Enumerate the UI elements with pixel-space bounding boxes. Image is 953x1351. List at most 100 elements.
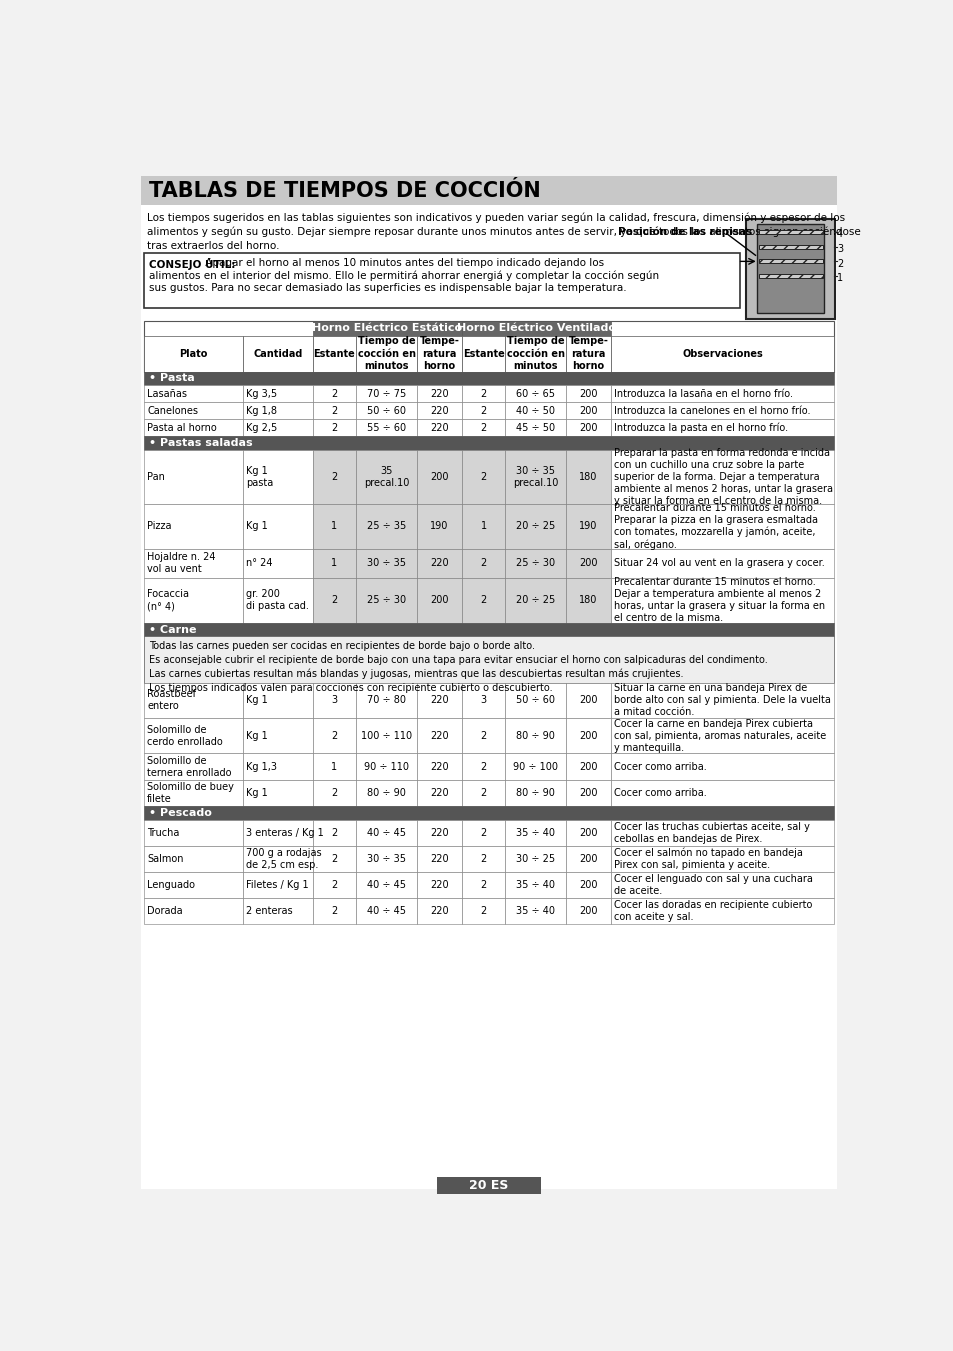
Text: 2: 2	[836, 258, 842, 269]
Bar	[565, 450, 611, 504]
Text: 2: 2	[480, 854, 486, 865]
Text: 35 ÷ 40: 35 ÷ 40	[516, 907, 555, 916]
Bar	[416, 820, 461, 846]
Text: 220: 220	[430, 907, 448, 916]
Text: Tempe-
ratura
horno: Tempe- ratura horno	[419, 336, 459, 372]
Text: 2: 2	[331, 907, 337, 916]
Text: 4: 4	[836, 230, 842, 239]
Bar	[416, 385, 461, 403]
Bar	[565, 549, 611, 578]
Text: Cocer el lenguado con sal y una cuchara
de aceite.: Cocer el lenguado con sal y una cuchara …	[614, 874, 812, 896]
Text: 80 ÷ 90: 80 ÷ 90	[516, 731, 555, 740]
Text: Lasañas: Lasañas	[147, 389, 187, 399]
Text: Hojaldre n. 24
vol au vent: Hojaldre n. 24 vol au vent	[147, 553, 215, 574]
Text: 1: 1	[480, 521, 486, 531]
Bar	[313, 780, 355, 805]
Text: Kg 1: Kg 1	[246, 731, 268, 740]
Bar	[144, 623, 833, 636]
Text: 190: 190	[578, 521, 598, 531]
Text: Estante: Estante	[314, 349, 355, 359]
Text: 80 ÷ 90: 80 ÷ 90	[367, 788, 406, 797]
Text: 30 ÷ 35
precal.10: 30 ÷ 35 precal.10	[513, 466, 558, 488]
Bar	[313, 320, 461, 336]
Text: 1: 1	[331, 521, 337, 531]
Text: 2: 2	[480, 596, 486, 605]
Bar	[355, 846, 416, 871]
Bar	[416, 504, 461, 549]
Text: 700 g a rodajas
de 2,5 cm esp.: 700 g a rodajas de 2,5 cm esp.	[246, 848, 321, 870]
Text: Situar 24 vol au vent en la grasera y cocer.: Situar 24 vol au vent en la grasera y co…	[614, 558, 824, 569]
Bar	[243, 549, 313, 578]
Bar	[611, 719, 833, 754]
Bar	[565, 682, 611, 719]
Bar	[745, 219, 835, 319]
Bar	[144, 372, 833, 385]
Bar	[144, 780, 243, 805]
Text: 2: 2	[331, 423, 337, 432]
Bar	[461, 846, 504, 871]
Text: • Pastas saladas: • Pastas saladas	[149, 438, 252, 449]
Text: 3: 3	[836, 245, 842, 254]
Text: 1: 1	[331, 558, 337, 569]
Text: 35
precal.10: 35 precal.10	[363, 466, 409, 488]
Text: Cocer las truchas cubiertas aceite, sal y
cebollas en bandejas de Pirex.: Cocer las truchas cubiertas aceite, sal …	[614, 821, 809, 844]
Bar	[144, 820, 243, 846]
Bar	[461, 780, 504, 805]
Text: 200: 200	[430, 471, 448, 482]
Text: 2: 2	[331, 389, 337, 399]
Text: Kg 3,5: Kg 3,5	[246, 389, 276, 399]
Text: Kg 1: Kg 1	[246, 696, 268, 705]
Bar	[461, 336, 504, 372]
Bar	[144, 805, 833, 820]
Bar	[313, 719, 355, 754]
Bar	[144, 682, 243, 719]
Bar	[461, 578, 504, 623]
Text: 200: 200	[578, 696, 598, 705]
Text: Precalentar durante 15 minutos el horno.
Dejar a temperatura ambiente al menos 2: Precalentar durante 15 minutos el horno.…	[614, 577, 824, 623]
Text: 200: 200	[578, 788, 598, 797]
Text: 70 ÷ 75: 70 ÷ 75	[367, 389, 406, 399]
Bar	[313, 898, 355, 924]
Text: 220: 220	[430, 423, 448, 432]
Text: Pizza: Pizza	[147, 521, 172, 531]
Text: Kg 1
pasta: Kg 1 pasta	[246, 466, 273, 488]
Bar	[355, 578, 416, 623]
Bar	[243, 578, 313, 623]
Bar	[416, 846, 461, 871]
Bar	[355, 820, 416, 846]
Bar	[144, 385, 243, 403]
Text: Kg 1: Kg 1	[246, 521, 268, 531]
Bar	[243, 780, 313, 805]
Text: Introduzca la pasta en el horno frío.: Introduzca la pasta en el horno frío.	[614, 423, 787, 434]
Bar	[416, 549, 461, 578]
Text: Lenguado: Lenguado	[147, 880, 195, 890]
Bar	[355, 754, 416, 780]
Bar	[416, 682, 461, 719]
Text: 3: 3	[331, 696, 337, 705]
Text: 220: 220	[430, 696, 448, 705]
Text: Observaciones: Observaciones	[681, 349, 762, 359]
Bar	[504, 871, 565, 898]
Text: 2: 2	[480, 788, 486, 797]
Bar	[461, 898, 504, 924]
Text: n° 24: n° 24	[246, 558, 273, 569]
Text: 2: 2	[331, 731, 337, 740]
Text: 2 enteras: 2 enteras	[246, 907, 293, 916]
Text: Situar la carne en una bandeja Pirex de
borde alto con sal y pimienta. Dele la v: Situar la carne en una bandeja Pirex de …	[614, 684, 830, 717]
Bar	[313, 403, 355, 419]
Text: 3: 3	[480, 696, 486, 705]
Bar	[504, 504, 565, 549]
Text: Pan: Pan	[147, 471, 165, 482]
Bar	[611, 871, 833, 898]
Text: 2: 2	[480, 907, 486, 916]
Text: 180: 180	[578, 471, 598, 482]
Text: Introduzca la lasaña en el horno frío.: Introduzca la lasaña en el horno frío.	[614, 389, 792, 399]
Text: 220: 220	[430, 762, 448, 771]
Text: 80 ÷ 90: 80 ÷ 90	[516, 788, 555, 797]
Bar	[313, 682, 355, 719]
Bar	[436, 1177, 540, 1194]
Text: 2: 2	[480, 828, 486, 838]
Text: Solomillo de
ternera enrollado: Solomillo de ternera enrollado	[147, 755, 232, 778]
Bar	[565, 820, 611, 846]
Bar	[565, 403, 611, 419]
